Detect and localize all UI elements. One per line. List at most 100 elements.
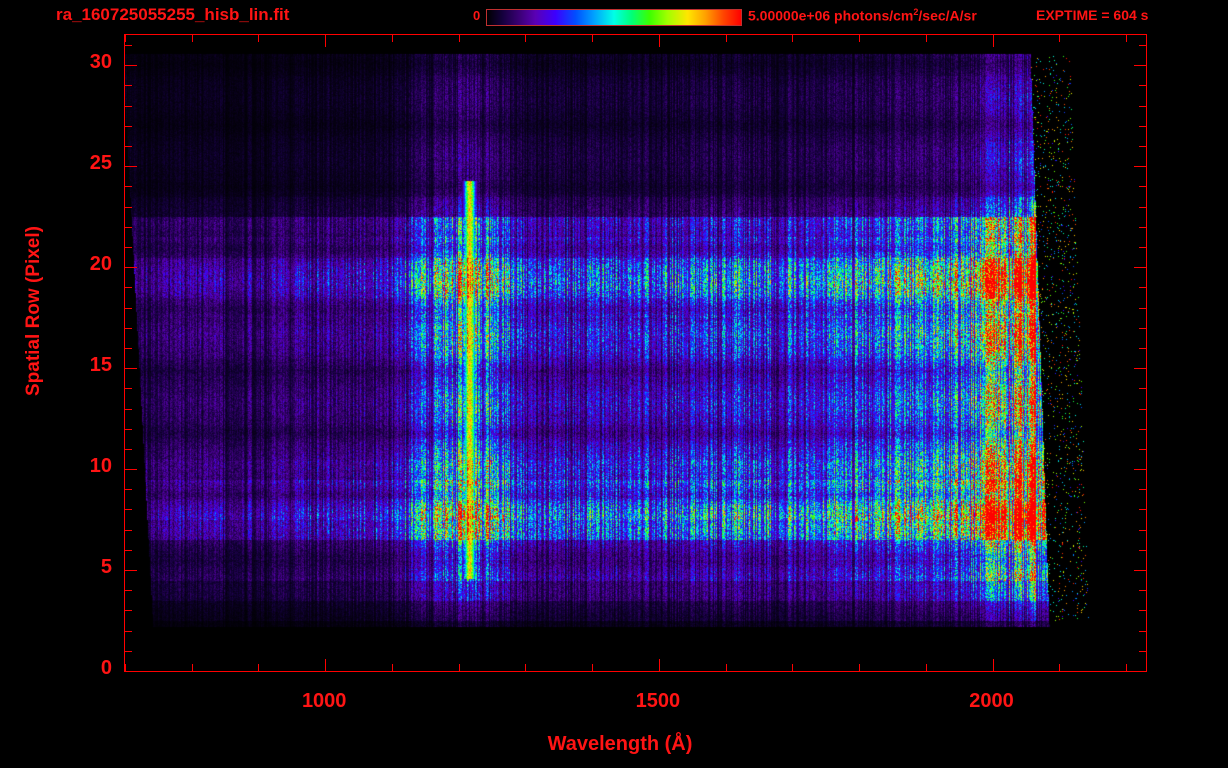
x-major-tick — [325, 659, 326, 671]
x-major-tick — [993, 659, 994, 671]
y-minor-tick — [125, 530, 132, 531]
y-minor-tick — [125, 509, 132, 510]
y-minor-tick — [125, 489, 132, 490]
y-minor-tick-right — [1139, 146, 1146, 147]
y-minor-tick-right — [1139, 631, 1146, 632]
colorbar-max-value: 5.00000e+06 — [748, 7, 831, 24]
y-minor-tick — [125, 590, 132, 591]
x-axis-title: Wavelength (Å) — [547, 733, 693, 755]
y-minor-tick-right — [1139, 651, 1146, 652]
y-minor-tick — [125, 651, 132, 652]
x-minor-tick-top — [192, 35, 193, 42]
x-minor-tick-top — [392, 35, 393, 42]
y-minor-tick-right — [1139, 409, 1146, 410]
y-minor-tick-right — [1139, 85, 1146, 86]
colorbar-min-label: 0 — [473, 8, 481, 23]
y-minor-tick — [125, 227, 132, 228]
x-minor-tick-top — [525, 35, 526, 42]
y-minor-tick — [125, 308, 132, 309]
y-minor-tick-right — [1139, 227, 1146, 228]
y-minor-tick — [125, 388, 132, 389]
y-major-tick-right — [1134, 65, 1146, 66]
x-minor-tick — [592, 664, 593, 671]
y-tick-label: 5 — [100, 556, 112, 579]
x-minor-tick — [192, 664, 193, 671]
y-minor-tick-right — [1139, 590, 1146, 591]
y-minor-tick — [125, 45, 132, 46]
y-minor-tick — [125, 146, 132, 147]
x-major-tick-top — [325, 35, 326, 47]
y-minor-tick — [125, 186, 132, 187]
x-minor-tick — [525, 664, 526, 671]
x-minor-tick-top — [1126, 35, 1127, 42]
y-minor-tick — [125, 207, 132, 208]
page-title: ra_160725055255_hisb_lin.fit — [56, 5, 290, 24]
x-minor-tick-top — [859, 35, 860, 42]
spectrum-heatmap — [125, 35, 1146, 671]
y-minor-tick — [125, 429, 132, 430]
y-minor-tick-right — [1139, 388, 1146, 389]
x-tick-label: 2000 — [969, 690, 1014, 712]
x-major-tick — [659, 659, 660, 671]
y-tick-label: 10 — [89, 455, 112, 478]
y-minor-tick-right — [1139, 610, 1146, 611]
y-tick-label: 0 — [100, 657, 112, 679]
y-minor-tick-right — [1139, 45, 1146, 46]
y-minor-tick-right — [1139, 449, 1146, 450]
x-minor-tick — [926, 664, 927, 671]
x-minor-tick — [392, 664, 393, 671]
y-tick-label: 25 — [89, 152, 112, 175]
y-minor-tick-right — [1139, 287, 1146, 288]
y-minor-tick-right — [1139, 106, 1146, 107]
y-minor-tick — [125, 409, 132, 410]
x-minor-tick — [459, 664, 460, 671]
y-tick-label: 15 — [89, 354, 112, 377]
y-minor-tick — [125, 348, 132, 349]
y-major-tick-right — [1134, 368, 1146, 369]
y-minor-tick-right — [1139, 489, 1146, 490]
y-minor-tick — [125, 126, 132, 127]
y-tick-label: 30 — [89, 51, 112, 74]
x-minor-tick-top — [459, 35, 460, 42]
y-major-tick-right — [1134, 166, 1146, 167]
x-tick-label: 1500 — [635, 690, 681, 712]
x-major-tick-top — [659, 35, 660, 47]
y-minor-tick-right — [1139, 328, 1146, 329]
y-minor-tick-right — [1139, 509, 1146, 510]
y-major-tick-right — [1134, 469, 1146, 470]
y-minor-tick-right — [1139, 207, 1146, 208]
y-minor-tick — [125, 610, 132, 611]
y-major-tick — [125, 166, 137, 167]
y-minor-tick — [125, 287, 132, 288]
y-major-tick-right — [1134, 267, 1146, 268]
y-tick-label: 20 — [89, 253, 112, 276]
exptime-label: EXPTIME = 604 s — [1036, 7, 1149, 23]
y-minor-tick-right — [1139, 429, 1146, 430]
y-minor-tick-right — [1139, 126, 1146, 127]
colorbar-max-label: 5.00000e+06 photons/cm2/sec/A/sr — [748, 7, 977, 24]
y-minor-tick — [125, 85, 132, 86]
colorbar-units-pre: photons/cm — [830, 7, 914, 24]
y-axis-title: Spatial Row (Pixel) — [23, 226, 44, 396]
x-minor-tick-top — [592, 35, 593, 42]
y-minor-tick — [125, 631, 132, 632]
y-minor-tick — [125, 247, 132, 248]
colorbar-units-superscript: 2 — [913, 7, 919, 17]
colorbar-gradient — [486, 9, 742, 26]
y-major-tick-right — [1134, 570, 1146, 571]
y-major-tick — [125, 469, 137, 470]
y-minor-tick-right — [1139, 186, 1146, 187]
y-minor-tick-right — [1139, 550, 1146, 551]
y-major-tick — [125, 368, 137, 369]
x-minor-tick — [792, 664, 793, 671]
y-minor-tick-right — [1139, 348, 1146, 349]
x-minor-tick-top — [926, 35, 927, 42]
x-minor-tick — [258, 664, 259, 671]
y-minor-tick — [125, 449, 132, 450]
y-minor-tick — [125, 550, 132, 551]
y-major-tick — [125, 570, 137, 571]
y-minor-tick — [125, 106, 132, 107]
y-minor-tick-right — [1139, 247, 1146, 248]
x-minor-tick-top — [1059, 35, 1060, 42]
